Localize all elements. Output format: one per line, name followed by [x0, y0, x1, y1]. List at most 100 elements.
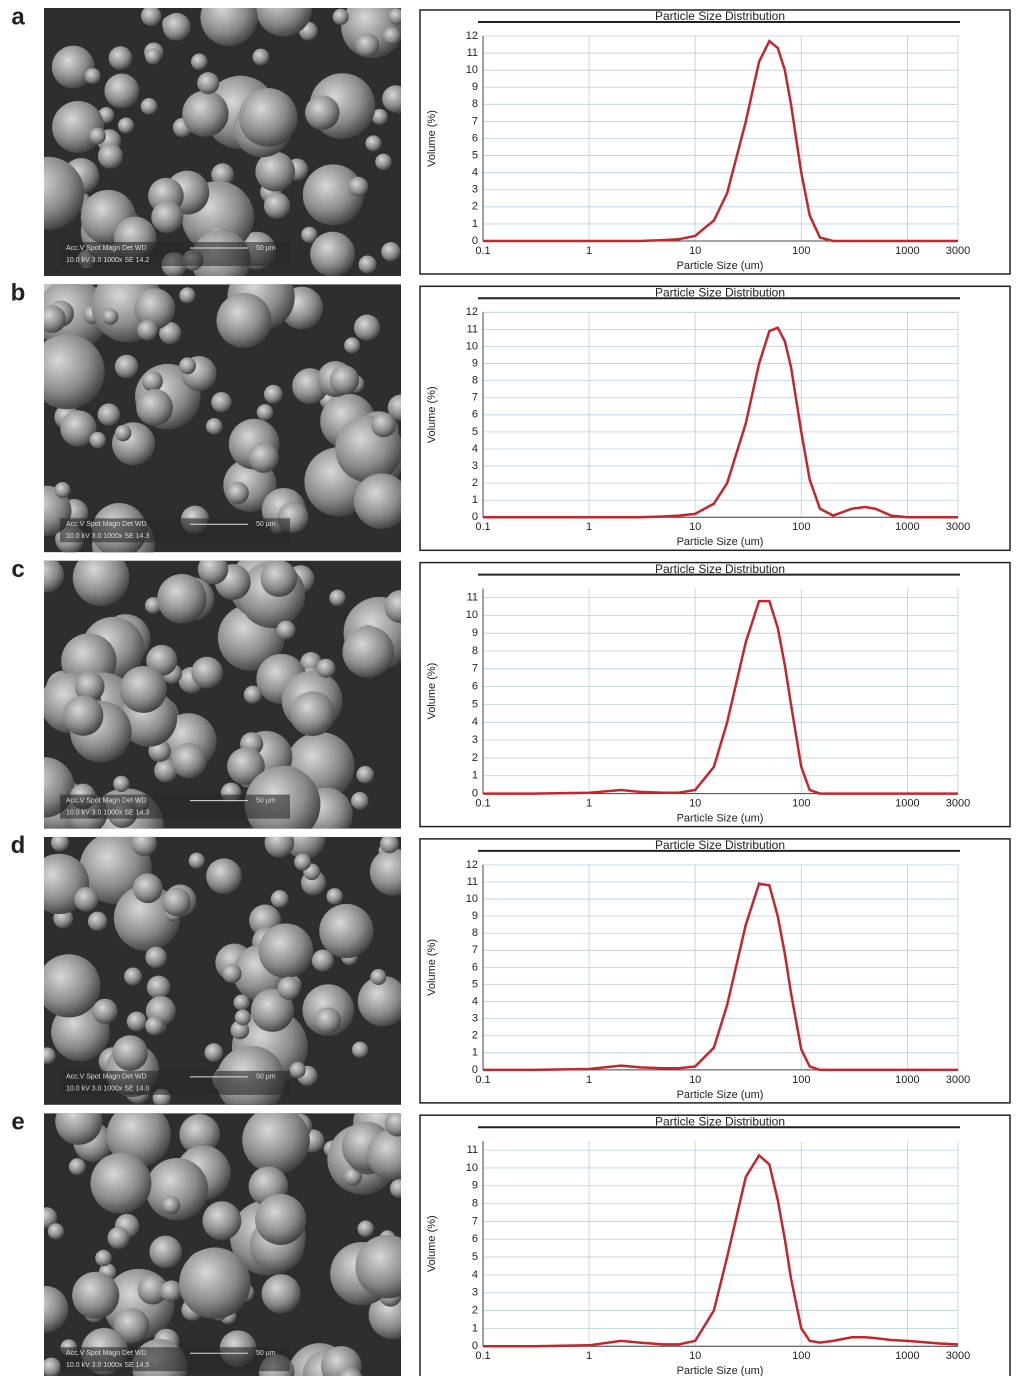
- particle: [108, 46, 133, 70]
- scale-label: 50 µm: [256, 1350, 276, 1357]
- particle: [113, 775, 130, 792]
- particle: [146, 644, 178, 676]
- x-tick-label: 3000: [946, 1074, 970, 1086]
- particle: [302, 164, 364, 226]
- chart-title: Particle Size Distribution: [655, 838, 785, 852]
- particle: [97, 143, 123, 169]
- x-tick-label: 3000: [946, 798, 970, 810]
- y-tick-label: 7: [472, 663, 478, 675]
- particle: [107, 1226, 130, 1249]
- particle: [154, 758, 178, 783]
- chart-frame: [419, 838, 1011, 1104]
- particle: [238, 88, 298, 147]
- particle: [60, 410, 97, 447]
- x-axis-label: Particle Size (um): [677, 260, 764, 272]
- particle: [342, 626, 395, 678]
- y-tick-label: 10: [466, 64, 478, 76]
- sem-values: 10.0 kV 3.0 1000x SE 14.3: [66, 533, 149, 540]
- particle: [357, 1220, 375, 1238]
- x-tick-label: 10: [689, 798, 701, 810]
- y-tick-label: 0: [472, 1064, 478, 1076]
- particle: [243, 685, 262, 704]
- y-tick-label: 2: [472, 201, 478, 213]
- sem-info-bar: [60, 242, 290, 266]
- sem-image: Acc.V Spot Magn Det WD 10.0 kV 3.0 1000x …: [44, 8, 401, 276]
- y-tick-label: 12: [466, 859, 478, 871]
- y-tick-label: 6: [472, 961, 478, 973]
- y-tick-label: 3: [472, 1287, 478, 1299]
- particle: [87, 911, 108, 932]
- particle: [263, 384, 283, 404]
- y-tick-label: 0: [472, 1340, 478, 1352]
- y-axis-label: Volume (%): [426, 386, 438, 443]
- particle: [381, 242, 401, 262]
- particle: [366, 1129, 401, 1181]
- sem-header: Acc.V Spot Magn Det WD: [66, 245, 147, 252]
- particle: [357, 975, 401, 1027]
- particle: [51, 836, 69, 852]
- particle: [256, 404, 274, 421]
- y-tick-label: 6: [472, 1233, 478, 1245]
- particle: [44, 305, 66, 333]
- y-tick-label: 5: [472, 1251, 478, 1263]
- particle: [131, 836, 157, 857]
- particle: [52, 100, 105, 154]
- y-tick-label: 3: [472, 460, 478, 472]
- x-axis-label: Particle Size (um): [677, 813, 764, 825]
- particle: [132, 873, 163, 904]
- sem-header: Acc.V Spot Magn Det WD: [66, 1350, 147, 1357]
- particle: [162, 887, 191, 917]
- particle: [179, 1247, 251, 1319]
- sem-header: Acc.V Spot Magn Det WD: [66, 797, 147, 804]
- y-tick-label: 4: [472, 995, 478, 1007]
- particle: [145, 1157, 209, 1221]
- particle: [283, 836, 326, 859]
- particle: [146, 975, 171, 1000]
- particle: [114, 424, 132, 442]
- particle: [157, 573, 207, 624]
- particle: [255, 151, 296, 192]
- x-tick-label: 0.1: [475, 245, 490, 257]
- particle: [355, 1234, 401, 1299]
- x-tick-label: 1000: [895, 521, 919, 533]
- y-tick-label: 0: [472, 235, 478, 247]
- x-tick-label: 10: [689, 245, 701, 257]
- y-tick-label: 12: [466, 306, 478, 318]
- particle: [348, 176, 369, 197]
- distribution-line: [483, 1153, 959, 1348]
- particle: [160, 1280, 181, 1302]
- particle: [250, 988, 294, 1032]
- y-tick-label: 4: [472, 716, 478, 728]
- particle: [104, 73, 140, 109]
- particle: [171, 742, 207, 779]
- y-tick-label: 2: [472, 1304, 478, 1316]
- particle: [226, 481, 249, 505]
- x-tick-label: 10: [689, 521, 701, 533]
- particle: [149, 1235, 182, 1269]
- particle: [44, 1285, 69, 1333]
- particle: [355, 33, 380, 58]
- particle: [329, 589, 346, 606]
- particle: [211, 391, 232, 413]
- panel-label: b: [11, 280, 26, 307]
- particle: [264, 836, 295, 858]
- y-tick-label: 8: [472, 375, 478, 387]
- particle: [204, 1043, 224, 1062]
- x-tick-label: 100: [792, 798, 810, 810]
- particle: [117, 117, 134, 134]
- x-tick-label: 0.1: [475, 1074, 490, 1086]
- x-tick-label: 100: [792, 1350, 810, 1362]
- y-tick-label: 11: [467, 47, 478, 59]
- y-tick-label: 6: [472, 132, 478, 144]
- particle: [353, 473, 401, 529]
- particle: [51, 45, 95, 89]
- y-tick-label: 9: [472, 910, 478, 922]
- y-tick-label: 3: [472, 1013, 478, 1025]
- y-tick-label: 3: [472, 184, 478, 196]
- particle: [44, 560, 64, 593]
- particle: [384, 1113, 401, 1137]
- sem-values: 10.0 kV 3.0 1000x SE 14.0: [66, 1086, 149, 1093]
- y-tick-label: 6: [472, 681, 478, 693]
- panel-label: c: [11, 556, 24, 583]
- particle: [145, 1016, 164, 1036]
